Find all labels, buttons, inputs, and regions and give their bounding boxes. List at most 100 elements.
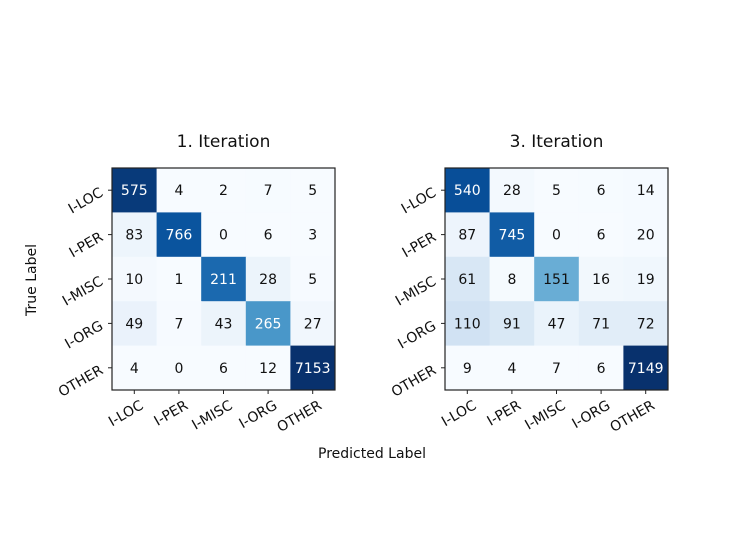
cell-value-label: 0 [552,228,561,244]
heatmap-cell [156,301,202,347]
cell-value-label: 5 [308,272,317,288]
cell-value-label: 71 [592,316,610,332]
x-tick-label: I-LOC [439,397,479,430]
heatmap-cell [623,301,669,347]
cell-value-label: 110 [454,316,481,332]
cell-value-label: 27 [304,316,322,332]
heatmap-cell [445,212,491,258]
cell-value-label: 1 [174,272,183,288]
heatmap-cell [112,301,158,347]
cell-value-label: 5 [552,183,561,199]
x-tick-label: I-PER [152,397,192,429]
cell-value-label: 43 [215,316,233,332]
cell-value-label: 540 [454,183,481,199]
heatmap-cell [534,301,580,347]
heatmap-cell [489,345,535,391]
cell-value-label: 10 [125,272,143,288]
cell-value-label: 4 [174,183,183,199]
y-tick-label: OTHER [389,362,439,400]
cell-value-label: 20 [637,228,655,244]
heatmap-cell [578,345,624,391]
heatmap-cell [201,168,247,213]
heatmap-cell [245,212,291,258]
heatmap-cell [489,212,535,258]
heatmap-cell [245,301,291,347]
cell-value-label: 265 [255,316,282,332]
heatmap-cell [112,345,158,391]
heatmap-cell [245,256,291,302]
heatmap-cell [578,301,624,347]
cell-value-label: 745 [499,228,526,244]
cell-value-label: 8 [507,272,516,288]
cell-value-label: 7 [552,361,561,377]
x-tick-label: OTHER [275,397,325,435]
heatmap-cell [534,345,580,391]
x-tick-label: I-MISC [189,398,235,434]
heatmap-cell [201,301,247,347]
heatmap-panel-2: 3. Iteration 540 28 5 6 14 87 745 0 6 20 61 8 151 16 19… [389,132,669,436]
cell-value-label: 766 [166,228,193,244]
cell-value-label: 4 [130,361,139,377]
x-tick-label: I-PER [485,397,525,429]
figure-ylabel: True Label [24,244,40,317]
cell-value-label: 4 [507,361,516,377]
cell-value-label: 61 [458,272,476,288]
cell-value-label: 6 [597,228,606,244]
x-tick-label: I-ORG [236,398,280,432]
heatmap-cell [578,168,624,213]
x-tick-label: OTHER [608,397,658,435]
heatmap-cell [201,256,247,302]
cell-value-label: 83 [125,228,143,244]
cell-value-label: 87 [458,228,476,244]
heatmap-cell [489,301,535,347]
x-tick-label: I-MISC [522,398,568,434]
cell-value-label: 28 [259,272,277,288]
heatmap-cell [290,212,336,258]
heatmap-cell [623,345,669,391]
heatmap-cell [201,212,247,258]
heatmap-cell [623,212,669,258]
cell-value-label: 151 [543,272,570,288]
chart-title: 3. Iteration [510,132,604,152]
heatmap-cell [489,168,535,213]
cell-value-label: 211 [210,272,237,288]
chart-title: 1. Iteration [177,132,271,152]
heatmap-cell [112,168,158,213]
heatmap-cell [290,256,336,302]
cell-value-label: 6 [597,183,606,199]
cell-value-label: 575 [121,183,148,199]
cell-value-label: 7153 [295,361,331,377]
cell-value-label: 14 [637,183,655,199]
heatmap-cell [156,256,202,302]
cell-value-label: 16 [592,272,610,288]
cell-value-label: 12 [259,361,277,377]
cell-value-label: 6 [264,228,273,244]
heatmap-cell [445,168,491,213]
cell-value-label: 9 [463,361,472,377]
cell-value-label: 7 [264,183,273,199]
cell-value-label: 0 [174,361,183,377]
figure-xlabel: Predicted Label [318,446,426,462]
x-tick-label: I-ORG [569,398,613,432]
heatmap-cell [290,301,336,347]
heatmap-cell [112,212,158,258]
cell-value-label: 72 [637,316,655,332]
cell-value-label: 28 [503,183,521,199]
heatmap-cell [156,212,202,258]
heatmap-cell [245,345,291,391]
y-tick-label: I-LOC [66,185,106,218]
cell-value-label: 7 [174,316,183,332]
y-tick-label: I-PER [67,229,107,261]
y-tick-label: I-ORG [62,318,106,352]
y-tick-label: I-LOC [399,185,439,218]
heatmap-cell [534,212,580,258]
cell-value-label: 0 [219,228,228,244]
y-tick-label: I-MISC [393,274,439,310]
cell-value-label: 19 [637,272,655,288]
heatmap-cell [445,345,491,391]
heatmap-cell [534,256,580,302]
heatmap-cell [489,256,535,302]
